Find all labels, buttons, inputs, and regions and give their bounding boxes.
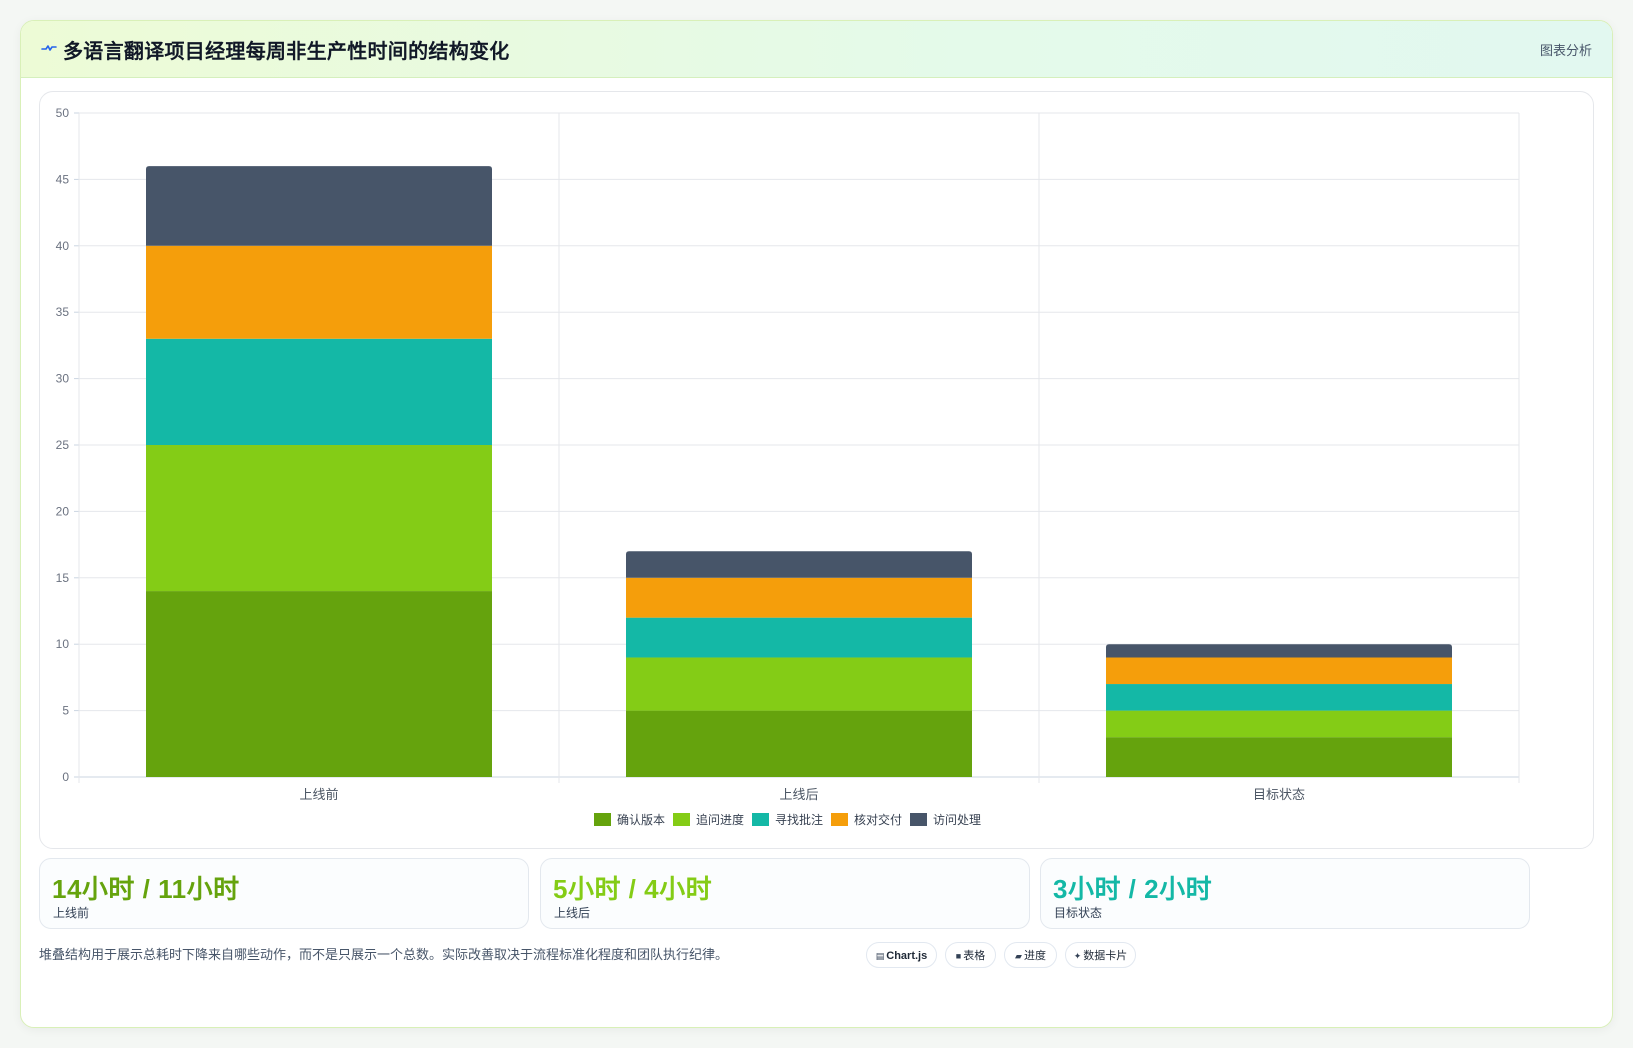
chip-label: Chart.js [886, 950, 928, 962]
bar-segment[interactable] [146, 166, 492, 246]
y-tick-label: 0 [62, 770, 69, 784]
chart-panel: 0 5 10 15 20 25 30 35 40 45 50 上线前 上线后 目标状态确认版本 追问进度 寻找… [39, 91, 1594, 849]
y-tick-label: 35 [56, 305, 70, 319]
sparkle-icon: ✦ [1073, 951, 1082, 961]
y-tick-label: 5 [62, 704, 69, 718]
legend-label[interactable]: 追问进度 [696, 812, 744, 827]
legend-swatch[interactable] [831, 813, 848, 826]
pulse-icon [41, 45, 57, 51]
stat-value: 5小时 / 4小时 [553, 874, 713, 904]
y-tick-label: 30 [56, 372, 70, 386]
chip-chartjs[interactable]: ▤ Chart.js [866, 942, 937, 968]
footnote: 堆叠结构用于展示总耗时下降来自哪些动作，而不是只展示一个总数。实际改善取决于流程… [39, 947, 729, 962]
chip-table[interactable]: ■ 表格 [945, 942, 996, 968]
bar-segment[interactable] [626, 577, 972, 618]
legend-label[interactable]: 核对交付 [854, 812, 902, 827]
stat-label: 上线前 [53, 906, 90, 920]
stat-label: 上线后 [554, 906, 591, 920]
bar-segment[interactable] [146, 591, 492, 777]
legend-swatch[interactable] [752, 813, 769, 826]
bar-segment[interactable] [626, 657, 972, 711]
y-tick-label: 40 [56, 239, 70, 253]
chip-label: 表格 [963, 950, 986, 962]
bar-segment[interactable] [626, 710, 972, 777]
bar-segment[interactable] [1106, 644, 1452, 658]
legend-swatch[interactable] [673, 813, 690, 826]
bar-segment[interactable] [1106, 657, 1452, 685]
legend-swatch[interactable] [910, 813, 927, 826]
stat-value: 3小时 / 2小时 [1053, 874, 1213, 904]
x-tick-label: 上线前 [299, 787, 338, 802]
card-header: 多语言翻译项目经理每周非生产性时间的结构变化 图表分析 [21, 21, 1612, 78]
stat-card-target: 3小时 / 2小时 目标状态 [1040, 858, 1530, 929]
progress-icon: ▰ [1015, 951, 1022, 961]
chip-progress[interactable]: ▰ 进度 [1004, 942, 1057, 968]
legend-swatch[interactable] [594, 813, 611, 826]
y-tick-label: 20 [56, 504, 70, 518]
stat-value: 14小时 / 11小时 [52, 874, 240, 904]
stat-label: 目标状态 [1054, 906, 1103, 920]
bar-segment[interactable] [1106, 710, 1452, 738]
bar-segment[interactable] [626, 617, 972, 658]
bar-segment[interactable] [146, 338, 492, 445]
y-tick-label: 50 [56, 106, 70, 120]
bar-segment[interactable] [146, 245, 492, 339]
chart-icon: ▤ [875, 951, 885, 961]
bar-segment[interactable] [1106, 684, 1452, 711]
x-tick-label: 目标状态 [1253, 787, 1305, 802]
table-icon: ■ [955, 951, 962, 961]
page-title: 多语言翻译项目经理每周非生产性时间的结构变化 [63, 41, 510, 63]
bar-segment[interactable] [1106, 737, 1452, 777]
bar-segment[interactable] [146, 445, 492, 592]
legend-label[interactable]: 访问处理 [933, 813, 981, 827]
chart-card: 多语言翻译项目经理每周非生产性时间的结构变化 图表分析 0 5 10 15 20 25 30… [20, 20, 1613, 1028]
y-tick-label: 15 [56, 571, 70, 585]
legend-label[interactable]: 确认版本 [617, 813, 665, 827]
chip-data-card[interactable]: ✦ 数据卡片 [1065, 942, 1136, 968]
chip-label: 数据卡片 [1083, 950, 1128, 962]
x-tick-label: 上线后 [779, 787, 818, 802]
y-tick-label: 45 [56, 172, 70, 186]
stat-card-after: 5小时 / 4小时 上线后 [540, 858, 1030, 929]
stat-card-before: 14小时 / 11小时 上线前 [39, 858, 529, 929]
chip-label: 进度 [1023, 950, 1046, 962]
y-tick-label: 10 [56, 637, 70, 651]
header-tag[interactable]: 图表分析 [1539, 43, 1592, 58]
legend-label[interactable]: 寻找批注 [775, 812, 823, 827]
y-tick-label: 25 [56, 438, 70, 452]
bar-segment[interactable] [626, 551, 972, 578]
